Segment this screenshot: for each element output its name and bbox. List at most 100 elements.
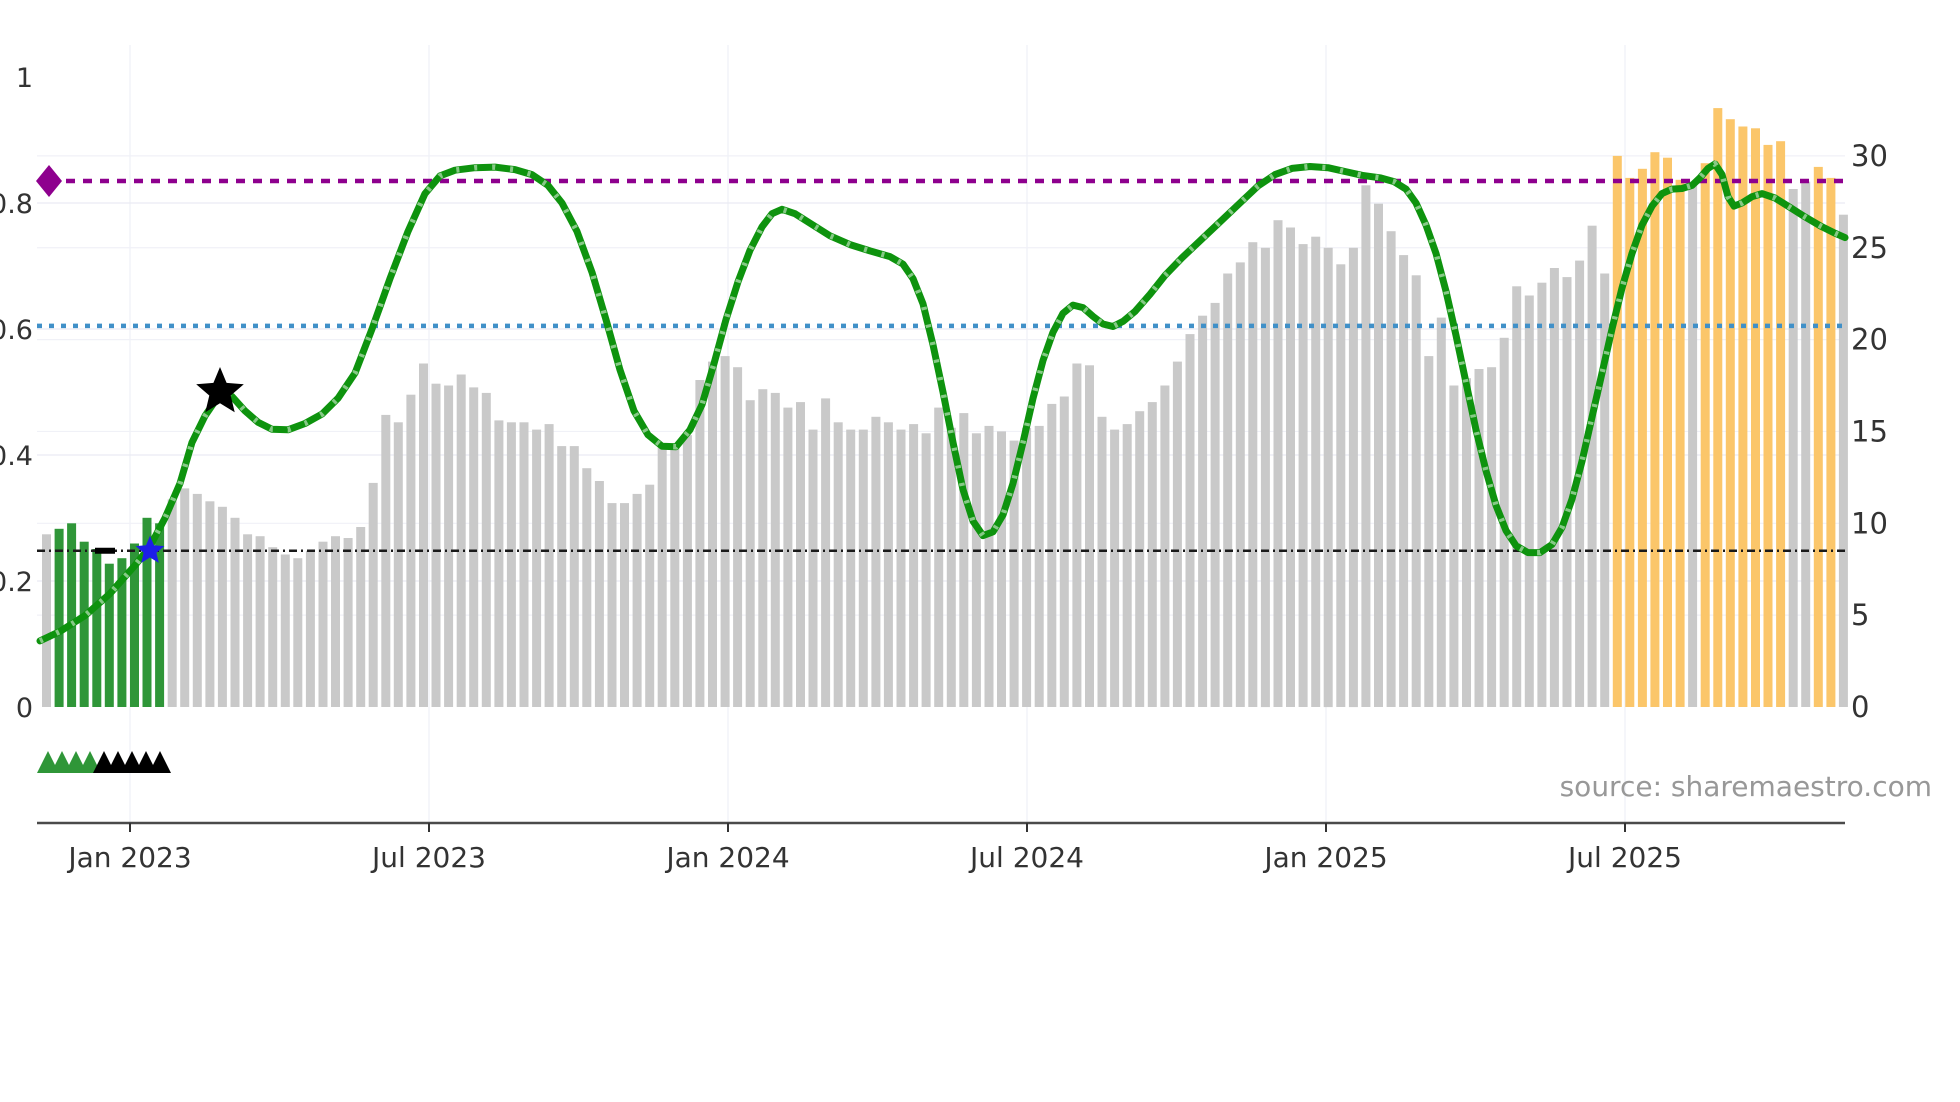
chart-legend: Close Price Investor Buy Signal Momentum…	[0, 900, 1960, 1100]
watch-triangle	[135, 751, 157, 773]
price-bar	[104, 563, 114, 707]
price-bar	[758, 389, 768, 707]
x-tick-label: Jan 2025	[1262, 841, 1387, 874]
right-y-tick-label: 15	[1851, 414, 1888, 448]
price-bar	[1487, 367, 1497, 707]
price-bar	[1223, 273, 1233, 707]
right-y-tick-label: 5	[1851, 598, 1869, 632]
price-bar	[368, 482, 378, 707]
price-bar	[456, 374, 466, 707]
x-tick-label: Jul 2024	[968, 841, 1084, 874]
accumulation-triangle-markers	[37, 751, 171, 773]
price-bar	[921, 433, 931, 707]
left-y-tick-label: 0.8	[0, 189, 33, 220]
price-bar	[142, 517, 152, 707]
axes: Jan 2023 Jul 2023 Jan 2024 Jul 2024 Jan 2025…	[0, 63, 1888, 874]
price-bar	[594, 481, 604, 707]
price-bar	[896, 429, 906, 707]
price-bar	[569, 446, 579, 707]
price-bar	[745, 400, 755, 707]
price-bar	[1738, 126, 1748, 707]
price-bar	[494, 420, 504, 707]
price-bar	[1751, 128, 1760, 708]
price-bar	[1210, 302, 1220, 707]
price-bar	[1826, 177, 1836, 707]
price-bar	[821, 398, 831, 707]
price-bar	[1474, 369, 1484, 707]
price-bar	[506, 422, 516, 707]
price-bar	[1688, 181, 1698, 708]
price-bar	[1675, 179, 1685, 708]
price-bar	[846, 429, 856, 707]
price-bar	[255, 536, 265, 707]
price-bar	[946, 427, 956, 707]
x-tick-label: Jul 2023	[370, 841, 486, 874]
price-bar	[1776, 141, 1786, 707]
price-bar	[708, 361, 717, 707]
price-bar	[1097, 416, 1107, 707]
price-bar	[67, 523, 77, 707]
price-bar	[1763, 144, 1773, 707]
price-bar	[393, 422, 403, 707]
price-bar	[1562, 277, 1572, 707]
price-bar	[1135, 411, 1145, 707]
price-bar	[1374, 203, 1383, 707]
price-bar	[1110, 429, 1120, 707]
price-bar	[419, 363, 428, 707]
price-bar	[230, 517, 240, 707]
price-bar	[481, 392, 491, 707]
price-bar	[1650, 152, 1660, 707]
price-bar	[783, 407, 793, 707]
price-bar	[997, 431, 1006, 707]
price-bar	[1700, 163, 1710, 707]
price-bar	[682, 435, 692, 707]
price-bar	[909, 424, 919, 707]
price-bar	[1612, 155, 1622, 707]
price-bar	[318, 541, 328, 707]
momentum-signal	[36, 160, 1849, 645]
price-bar	[1725, 119, 1735, 707]
price-bar	[469, 387, 479, 707]
price-bar	[544, 424, 554, 707]
price-bar	[155, 523, 165, 707]
price-bar	[1537, 282, 1547, 707]
accumulation-triangle	[79, 751, 101, 773]
price-bar	[1273, 220, 1283, 707]
price-bar	[1524, 295, 1534, 707]
price-bar	[1788, 189, 1798, 707]
demand-threshold-marker	[36, 164, 62, 197]
price-bar	[796, 402, 805, 707]
price-bar	[883, 422, 893, 707]
price-bar	[1085, 365, 1094, 707]
x-tick-label: Jul 2025	[1566, 841, 1682, 874]
price-bar	[1637, 168, 1647, 708]
price-bar	[632, 493, 642, 707]
price-bar	[959, 413, 969, 707]
price-bar	[192, 493, 202, 707]
price-bar	[1386, 231, 1396, 707]
price-bar	[1147, 402, 1157, 707]
accumulation-triangle	[51, 751, 73, 773]
price-bar	[1361, 185, 1371, 708]
watch-triangle	[93, 751, 115, 773]
price-bar	[720, 356, 730, 707]
price-bar	[1286, 227, 1295, 707]
price-bar	[1436, 317, 1446, 707]
source-credit: source: sharemaestro.com	[1559, 770, 1932, 803]
price-bar	[1411, 275, 1421, 707]
price-bar	[54, 528, 64, 707]
price-bar	[217, 506, 227, 707]
price-bar	[331, 536, 340, 707]
price-bar	[280, 554, 290, 707]
price-bar	[1449, 385, 1459, 707]
price-bar	[808, 429, 818, 707]
price-bar	[871, 416, 881, 707]
price-bar	[971, 433, 981, 707]
price-bar	[833, 422, 843, 707]
right-y-tick-label: 10	[1851, 506, 1888, 540]
price-bar	[934, 407, 944, 707]
price-bar	[695, 380, 705, 707]
price-bar	[130, 543, 139, 707]
price-bar	[431, 383, 441, 707]
price-momentum-chart: Jan 2023 Jul 2023 Jan 2024 Jul 2024 Jan 2025…	[0, 45, 1888, 874]
